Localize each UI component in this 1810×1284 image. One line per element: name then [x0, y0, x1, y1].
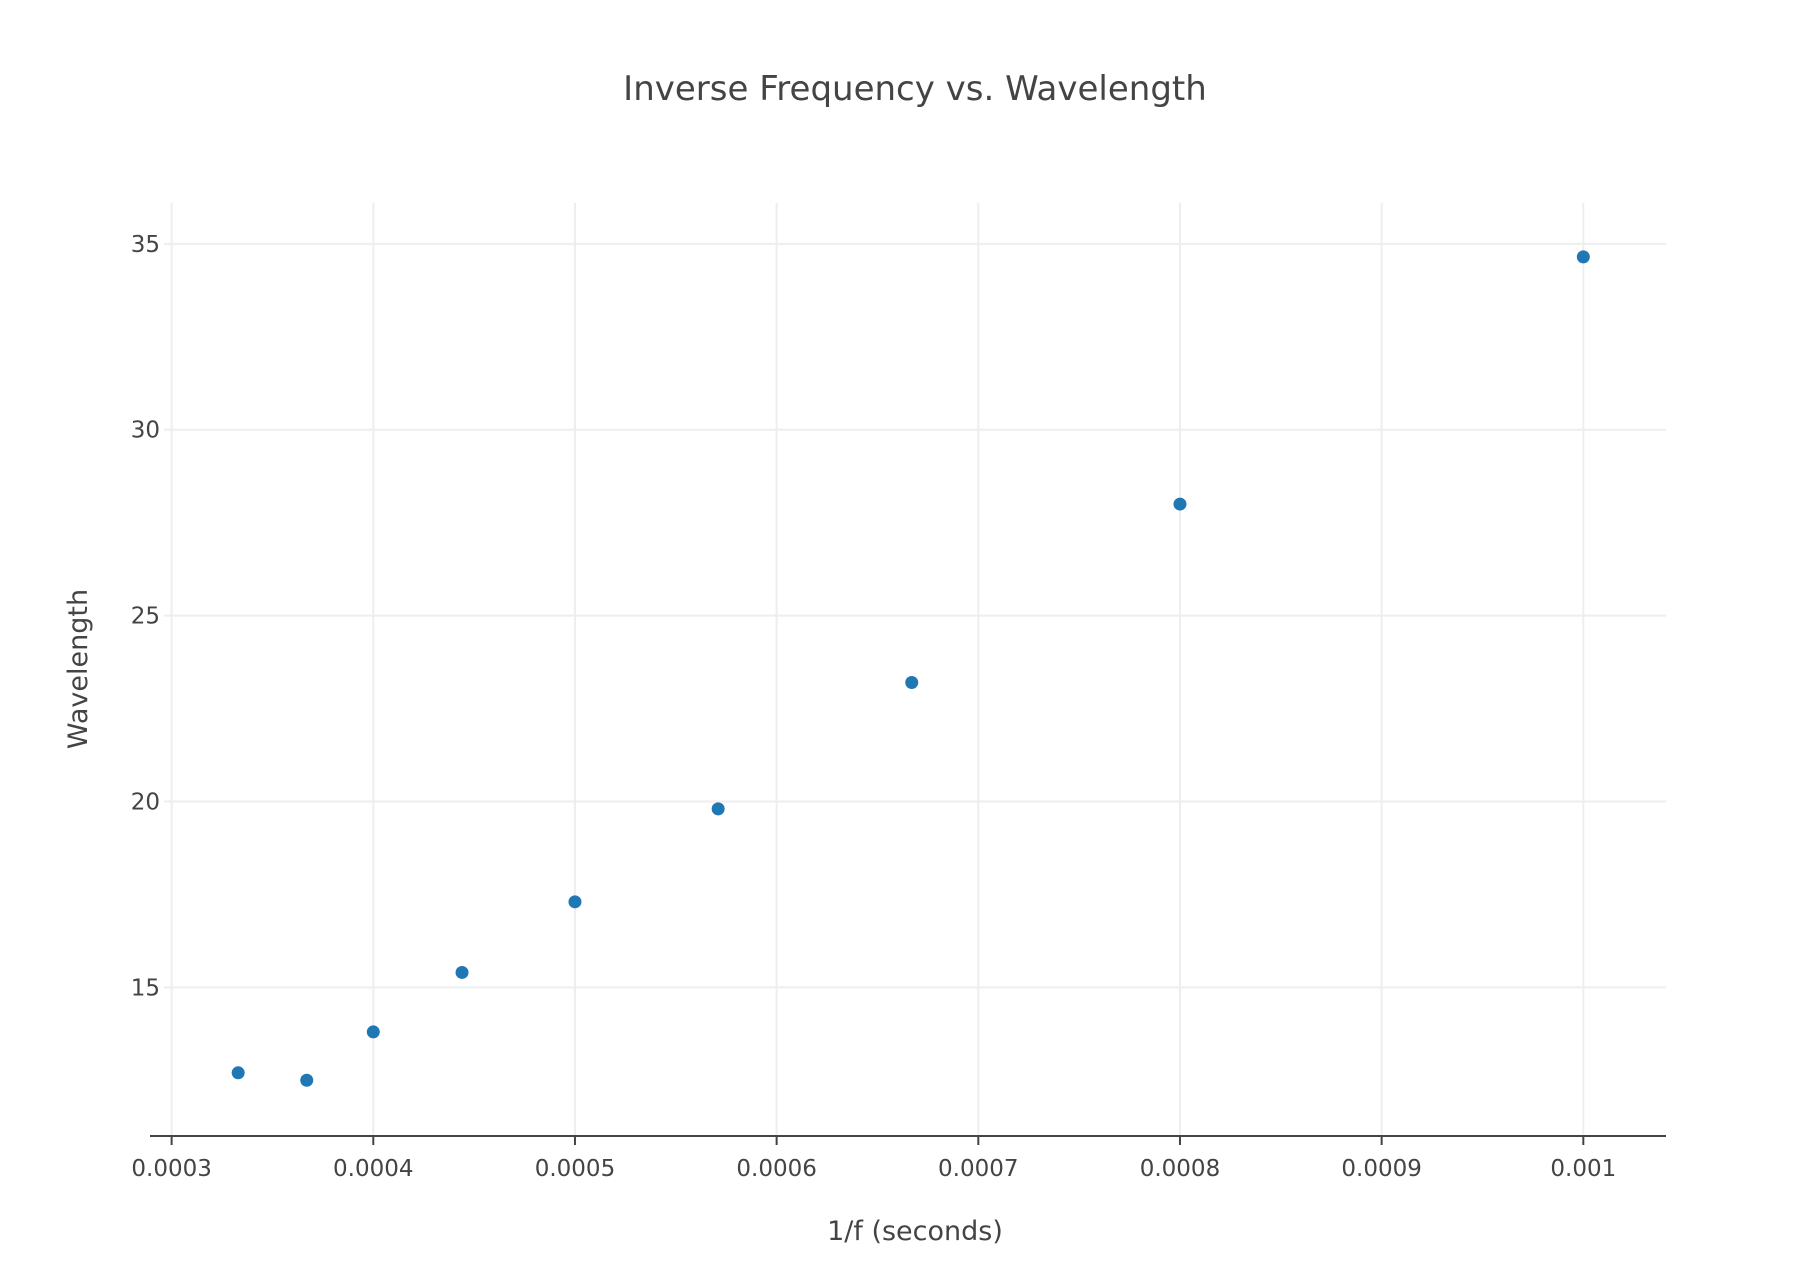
grid [164, 203, 1666, 1136]
data-point [366, 1025, 380, 1039]
x-tick-label: 0.0006 [736, 1156, 816, 1182]
data-point [231, 1066, 245, 1080]
x-tick-label: 0.001 [1550, 1156, 1616, 1182]
y-tick-label: 30 [131, 418, 160, 444]
y-tick-label: 15 [131, 975, 160, 1001]
data-point [1173, 497, 1187, 511]
data-point [568, 895, 582, 909]
y-tick-label: 25 [131, 604, 160, 630]
x-axis-title: 1/f (seconds) [827, 1216, 1003, 1247]
data-point [711, 802, 725, 816]
data-point [455, 965, 469, 979]
data-point [300, 1073, 314, 1087]
y-axis-ticks: 15 20 25 30 35 [131, 232, 160, 1001]
x-tick-label: 0.0004 [333, 1156, 413, 1182]
data-point [905, 676, 919, 690]
data-point [1576, 250, 1590, 264]
x-tick-label: 0.0005 [535, 1156, 615, 1182]
x-tick-label: 0.0008 [1140, 1156, 1220, 1182]
y-axis-title: Wavelength [63, 589, 94, 749]
x-tick-label: 0.0007 [938, 1156, 1018, 1182]
data-points [231, 250, 1590, 1087]
chart-title: Inverse Frequency vs. Wavelength [623, 69, 1207, 109]
x-tick-label: 0.0003 [131, 1156, 211, 1182]
y-tick-label: 35 [131, 232, 160, 258]
y-tick-label: 20 [131, 789, 160, 815]
x-axis-ticks: 0.0003 0.0004 0.0005 0.0006 0.0007 0.0008 0.00… [131, 1136, 1616, 1182]
x-tick-label: 0.0009 [1341, 1156, 1421, 1182]
